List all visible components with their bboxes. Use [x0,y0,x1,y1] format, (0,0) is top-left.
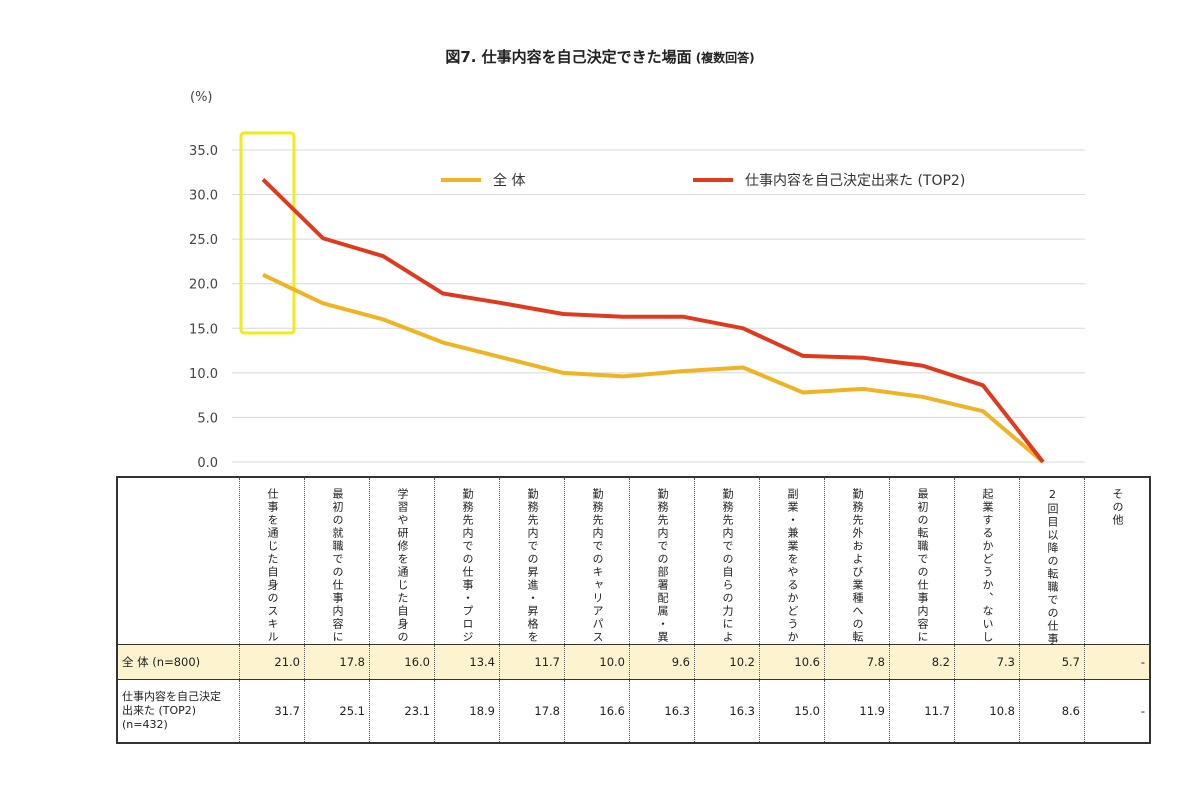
table-cell-value: 11.7 [499,644,565,680]
table-cell-value: 16.3 [629,679,695,744]
category-header: 勤務先内での部署配属・異動について [629,476,695,645]
y-tick-label: 35.0 [189,144,218,159]
highlight-box [239,131,296,335]
legend-label: 全 体 [493,172,525,189]
category-header: 勤務先外および業種への転職を含めた自身の大きなキャリアプランについて [824,476,890,645]
table-cell-value: - [1084,644,1151,680]
highlight-rect [239,131,296,335]
chart-subtitle: (複数回答) [695,51,755,65]
table-cell-value: 17.8 [304,644,370,680]
table-cell-value: 10.2 [694,644,760,680]
y-axis-ticks: 35.0 30.0 25.0 20.0 15.0 10.0 5.0 0.0 [189,144,218,471]
y-tick-label: 30.0 [189,189,218,204]
chart-title-text: 図7. 仕事内容を自己決定できた場面 [445,48,692,66]
table-cell-value: - [1084,679,1151,744]
y-tick-label: 25.0 [189,233,218,248]
table-cell-value: 7.3 [954,644,1020,680]
category-label: 学習や研修を通じた自身のスキルおよび経験蓄積について [395,488,409,645]
table-cell-value: 17.8 [499,679,565,744]
table-row: 仕事内容を自己決定 出来た (TOP2) (n=432) 31.7 25.1 23.1… [116,679,1151,744]
table-cell-value: 10.6 [759,644,825,680]
table-cell-value: 23.1 [369,679,435,744]
table-cell-value: 10.0 [564,644,630,680]
table-cell-value: 8.6 [1019,679,1085,744]
category-label: 2回目以降の転職での仕事内容について [1046,488,1059,645]
table-cell-value: 10.8 [954,679,1020,744]
category-label: 最初の就職での仕事内容について [331,488,344,645]
table-cell-value: 21.0 [239,644,305,680]
category-label: 勤務先内でのキャリアパス・キャリアコース選択について [590,488,604,645]
table-cell-value: 8.2 [889,644,955,680]
table-cell-value: 31.7 [239,679,305,744]
table-cell-value: 7.8 [824,644,890,680]
series-lines [261,177,1045,464]
category-header: 学習や研修を通じた自身のスキルおよび経験蓄積について [369,476,435,645]
legend: 全 体 仕事内容を自己決定出来た (TOP2) [441,172,965,189]
chart-title: 図7. 仕事内容を自己決定できた場面 (複数回答) [0,46,1200,67]
series-line-1 [261,177,1045,464]
category-header: 起業するかどうか、ないしその内容について [954,476,1020,645]
table-cell-value: 25.1 [304,679,370,744]
table-cell-value: 18.9 [434,679,500,744]
table-cell-value: 13.4 [434,644,500,680]
table-cell-value: 15.0 [759,679,825,744]
header-corner [116,476,240,645]
row-label: 全 体 (n=800) [116,644,240,680]
category-header: 2回目以降の転職での仕事内容について [1019,476,1085,645]
table-cell-value: 11.9 [824,679,890,744]
category-header: 副業・兼業をやるかどうか、ないしその内容について [759,476,825,645]
category-label: 最初の転職での仕事内容について [916,488,929,645]
category-label: 起業するかどうか、ないしその内容について [981,488,994,645]
category-header: 勤務先内での昇進・昇格を受けるかどうかについて [499,476,565,645]
category-header: 最初の転職での仕事内容について [889,476,955,645]
category-label: 仕事を通じた自身のスキルおよび経験蓄積について [266,488,279,645]
table-cell-value: 9.6 [629,644,695,680]
category-label: 勤務先内での昇進・昇格を受けるかどうかについて [526,488,539,645]
category-header-row: 仕事を通じた自身のスキルおよび経験蓄積について 最初の就職での仕事内容について 学習… [116,476,1151,645]
category-label: 勤務先内での仕事・プロジェクトの担当について [461,488,474,645]
y-tick-label: 20.0 [189,278,218,293]
category-label: 勤務先外および業種への転職を含めた自身の大きなキャリアプランについて [850,488,864,645]
series-line-0 [262,272,1045,464]
category-header: 仕事を通じた自身のスキルおよび経験蓄積について [239,476,305,645]
category-header: その他 [1084,476,1151,645]
category-label: 副業・兼業をやるかどうか、ないしその内容について [786,488,799,645]
category-label: 勤務先内での部署配属・異動について [656,488,669,645]
data-table: 仕事を通じた自身のスキルおよび経験蓄積について 最初の就職での仕事内容について 学習… [116,476,1151,744]
table-row: 全 体 (n=800) 21.0 17.8 16.0 13.4 11.7 10.0 9.6 10… [116,644,1151,680]
table-cell-value: 16.6 [564,679,630,744]
y-tick-label: 10.0 [189,367,218,382]
category-header: 勤務先内での仕事・プロジェクトの担当について [434,476,500,645]
table-cell-value: 11.7 [889,679,955,744]
table-cell-value: 16.0 [369,644,435,680]
line-chart: 35.0 30.0 25.0 20.0 15.0 10.0 5.0 0.0 (%) 全 体 仕事… [189,90,1085,471]
y-tick-label: 5.0 [197,411,218,426]
y-tick-label: 0.0 [197,456,218,471]
row-label: 仕事内容を自己決定 出来た (TOP2) (n=432) [116,679,240,744]
y-axis-label: (%) [190,90,213,105]
legend-label: 仕事内容を自己決定出来た (TOP2) [745,172,965,189]
category-header: 最初の就職での仕事内容について [304,476,370,645]
table-cell-value: 16.3 [694,679,760,744]
category-header: 勤務先内での自らの力による仕事の開拓や立ち上げについて [694,476,760,645]
category-label: 勤務先内での自らの力による仕事の開拓や立ち上げについて [720,488,734,645]
gridlines [232,149,1085,463]
category-label: その他 [1111,488,1124,527]
category-header: 勤務先内でのキャリアパス・キャリアコース選択について [564,476,630,645]
table-cell-value: 5.7 [1019,644,1085,680]
y-tick-label: 15.0 [189,322,218,337]
